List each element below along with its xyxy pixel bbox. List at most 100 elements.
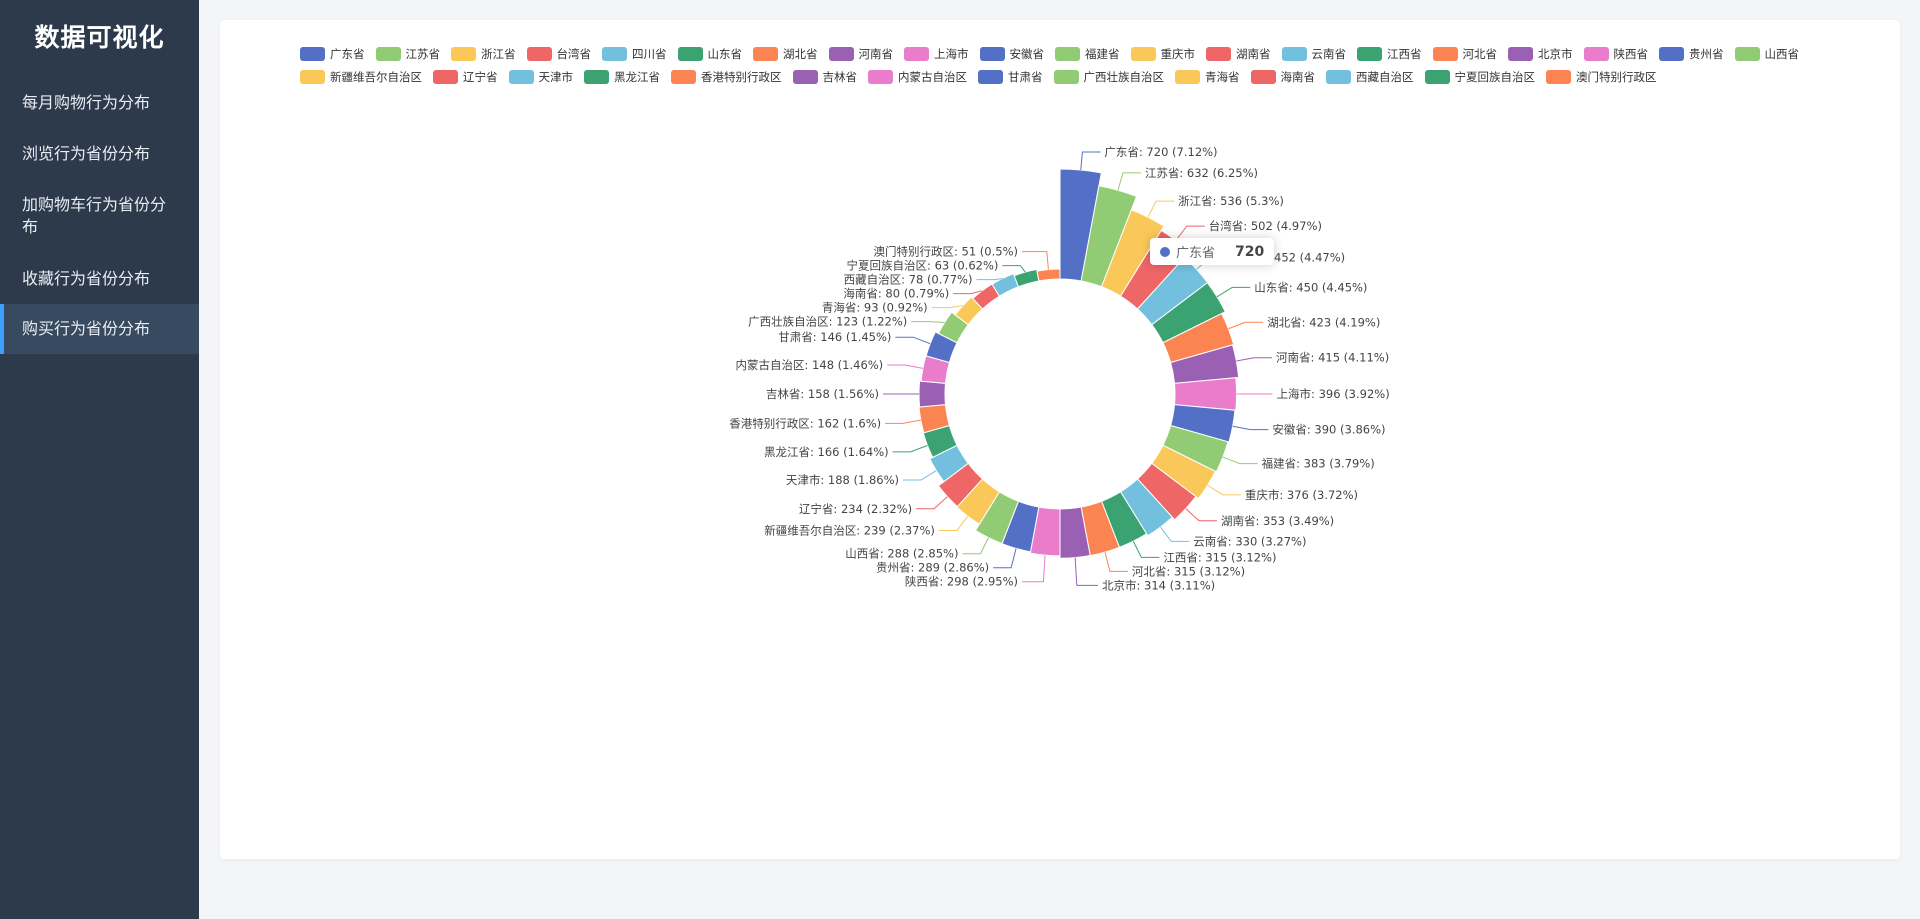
legend-label: 江苏省 xyxy=(405,46,441,61)
legend-label: 四川省 xyxy=(632,46,667,61)
legend-item[interactable]: 陕西省 xyxy=(1583,42,1649,65)
legend-item[interactable]: 江苏省 xyxy=(375,42,441,65)
legend-item[interactable]: 四川省 xyxy=(602,42,667,65)
label-leader-line xyxy=(1080,151,1101,171)
pie-slice[interactable] xyxy=(1151,282,1226,344)
label-leader-line xyxy=(1222,456,1258,465)
legend-item[interactable]: 河南省 xyxy=(828,42,893,65)
label-leader-line xyxy=(1132,540,1160,558)
slice-label: 上海市: 396 (3.92%) xyxy=(1277,387,1390,401)
slice-label: 台湾省: 502 (4.97%) xyxy=(1209,219,1322,233)
legend-item[interactable]: 上海市 xyxy=(904,42,969,65)
legend-label: 澳门特别行政区 xyxy=(1576,69,1657,84)
pie-slice[interactable] xyxy=(1059,506,1091,559)
pie-slice[interactable] xyxy=(1169,344,1240,384)
pie-slice[interactable] xyxy=(1029,506,1061,557)
rose-pie-chart: 广东省: 720 (7.12%) 江苏省: 632 (6.25%) 浙江省: 536… xyxy=(729,145,1390,592)
legend-swatch xyxy=(1734,46,1760,61)
label-leader-line xyxy=(903,470,937,481)
legend-item[interactable]: 山东省 xyxy=(677,42,743,65)
legend-item[interactable]: 海南省 xyxy=(1250,65,1315,88)
slice-label: 北京市: 314 (3.11%) xyxy=(1102,578,1215,592)
tooltip-name: 广东省 xyxy=(1176,246,1216,261)
slice-label: 福建省: 383 (3.79%) xyxy=(1262,457,1375,471)
nav-item-monthly-shopping[interactable]: 每月购物行为分布 xyxy=(0,76,199,130)
legend-label: 陕西省 xyxy=(1613,46,1649,61)
pie-slice[interactable] xyxy=(925,331,958,364)
legend-item[interactable]: 广西壮族自治区 xyxy=(1053,65,1164,88)
pie-slice[interactable] xyxy=(1100,209,1165,297)
pie-slice[interactable] xyxy=(1059,168,1102,282)
legend-item[interactable]: 湖北省 xyxy=(753,42,818,65)
slice-label: 香港特别行政区: 162 (1.6%) xyxy=(729,416,881,430)
legend-label: 山东省 xyxy=(707,46,743,61)
pie-slice[interactable] xyxy=(1169,404,1236,443)
legend-label: 云南省 xyxy=(1311,46,1347,61)
legend-swatch xyxy=(904,46,929,61)
pie-slice[interactable] xyxy=(1119,478,1174,537)
legend-item[interactable]: 吉林省 xyxy=(792,65,857,88)
pie-slice[interactable] xyxy=(954,296,984,326)
legend-item[interactable]: 澳门特别行政区 xyxy=(1546,65,1657,88)
pie-slice[interactable] xyxy=(1036,268,1061,282)
nav-item-purchase-province[interactable]: 购买行为省份分布 xyxy=(0,304,199,354)
pie-slice[interactable] xyxy=(937,462,984,508)
legend-swatch xyxy=(1175,69,1200,84)
legend-item[interactable]: 西藏自治区 xyxy=(1326,65,1414,88)
nav-item-browse-province[interactable]: 浏览行为省份分布 xyxy=(0,130,199,178)
pie-slice[interactable] xyxy=(918,380,947,408)
label-leader-line xyxy=(1160,526,1190,542)
legend-item[interactable]: 北京市 xyxy=(1508,42,1573,65)
legend-item[interactable]: 天津市 xyxy=(508,65,573,88)
legend-item[interactable]: 重庆市 xyxy=(1130,42,1196,65)
label-leader-line xyxy=(887,364,923,369)
slice-label: 贵州省: 289 (2.86%) xyxy=(876,561,989,575)
pie-slice[interactable] xyxy=(1162,312,1235,364)
legend-swatch xyxy=(584,69,609,84)
pie-slice[interactable] xyxy=(1173,377,1238,411)
legend-item[interactable]: 辽宁省 xyxy=(433,65,498,88)
pie-slice[interactable] xyxy=(956,478,1001,525)
legend-item[interactable]: 香港特别行政区 xyxy=(671,65,782,88)
legend-swatch xyxy=(979,46,1005,61)
tooltip-value: 720 xyxy=(1235,243,1265,260)
label-leader-line xyxy=(916,496,948,510)
pie-slice[interactable] xyxy=(937,311,969,344)
legend-item[interactable]: 河北省 xyxy=(1432,42,1498,65)
pie-slice[interactable] xyxy=(1151,444,1217,500)
pie-slice[interactable] xyxy=(1136,462,1197,521)
legend-label: 山西省 xyxy=(1764,46,1800,61)
pie-slice[interactable] xyxy=(974,491,1020,545)
pie-slice[interactable] xyxy=(918,404,951,434)
legend-item[interactable]: 湖南省 xyxy=(1206,42,1271,65)
legend-item[interactable]: 浙江省 xyxy=(451,42,516,65)
legend-item[interactable]: 安徽省 xyxy=(979,42,1044,65)
pie-slice[interactable] xyxy=(1162,424,1229,473)
legend-item[interactable]: 广东省 xyxy=(300,42,365,65)
app-title: 数据可视化 xyxy=(34,23,165,52)
pie-slice[interactable] xyxy=(922,424,958,459)
legend-swatch xyxy=(753,46,778,61)
legend-item[interactable]: 甘肃省 xyxy=(978,65,1043,88)
legend-swatch xyxy=(1583,46,1609,61)
legend-item[interactable]: 贵州省 xyxy=(1659,42,1724,65)
legend-item[interactable]: 青海省 xyxy=(1175,65,1240,88)
legend-item[interactable]: 内蒙古自治区 xyxy=(868,65,967,88)
legend-item[interactable]: 云南省 xyxy=(1281,42,1347,65)
pie-slice[interactable] xyxy=(991,273,1020,297)
legend-item[interactable]: 黑龙江省 xyxy=(584,65,660,88)
pie-slice[interactable] xyxy=(1080,185,1138,288)
legend-item[interactable]: 福建省 xyxy=(1055,42,1120,65)
legend-item[interactable]: 山西省 xyxy=(1734,42,1800,65)
pie-slice[interactable] xyxy=(1013,268,1040,288)
label-leader-line xyxy=(1022,555,1046,583)
nav-item-favorite-province[interactable]: 收藏行为省份分布 xyxy=(0,254,199,304)
nav-item-cart-province[interactable]: 加购物车行为省份分布 xyxy=(0,178,199,254)
legend-swatch xyxy=(1357,46,1382,61)
legend-label: 重庆市 xyxy=(1160,46,1196,61)
legend-item[interactable]: 新疆维吾尔自治区 xyxy=(300,65,422,88)
legend-item[interactable]: 台湾省 xyxy=(526,42,591,65)
legend-item[interactable]: 宁夏回族自治区 xyxy=(1424,65,1535,88)
legend-label: 河北省 xyxy=(1462,46,1498,61)
legend-item[interactable]: 江西省 xyxy=(1357,42,1422,65)
